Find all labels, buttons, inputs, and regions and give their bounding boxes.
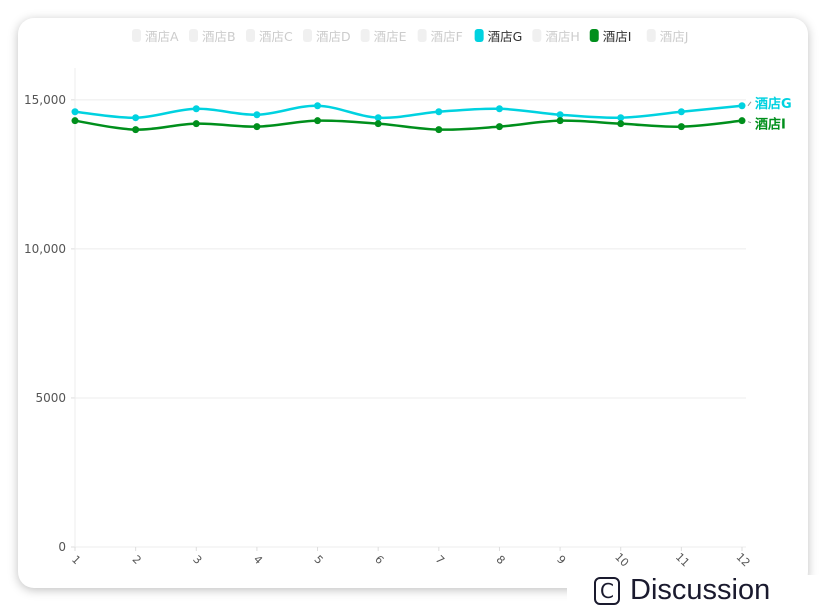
legend-label: 酒店B — [202, 29, 236, 44]
legend-item[interactable]: 酒店J — [646, 29, 689, 44]
discussion-icon: C — [594, 576, 620, 605]
legend-item[interactable]: 酒店B — [189, 29, 236, 44]
x-tick-label: 5 — [312, 553, 326, 567]
legend-swatch — [417, 29, 427, 42]
data-point — [71, 108, 79, 116]
data-point — [132, 126, 140, 134]
legend-label: 酒店G — [488, 29, 523, 44]
legend-swatch — [474, 29, 484, 42]
data-point — [738, 102, 746, 110]
legend-label: 酒店A — [145, 29, 179, 44]
y-tick-label: 10,000 — [24, 242, 66, 256]
legend-swatch — [303, 29, 312, 42]
legend-swatch — [360, 29, 370, 42]
data-point — [253, 111, 261, 119]
legend-label: 酒店C — [259, 29, 293, 44]
legend-swatch — [532, 29, 542, 42]
legend-item[interactable]: 酒店F — [417, 29, 463, 44]
data-point — [71, 117, 79, 125]
label-leader — [747, 101, 752, 107]
data-point — [617, 120, 625, 128]
data-point — [192, 120, 200, 128]
legend-swatch — [589, 29, 599, 42]
data-point — [253, 123, 261, 131]
y-tick-label: 0 — [58, 540, 66, 554]
data-point — [495, 123, 503, 131]
x-tick-label: 12 — [734, 550, 753, 569]
series-line — [74, 119, 743, 131]
discussion-label: Discussion — [630, 574, 771, 606]
x-tick-label: 11 — [673, 550, 692, 569]
series-end-label: 酒店I — [755, 117, 786, 133]
legend-item[interactable]: 酒店D — [303, 29, 351, 44]
legend-item[interactable]: 酒店H — [532, 29, 580, 44]
series-end-label: 酒店G — [755, 96, 792, 112]
x-tick-label: 10 — [612, 550, 631, 569]
x-tick-label: 9 — [554, 553, 568, 567]
data-point — [314, 117, 322, 125]
legend-swatch — [246, 29, 255, 42]
legend-label: 酒店J — [660, 29, 689, 44]
data-point — [435, 126, 443, 134]
x-tick-label: 6 — [372, 553, 386, 567]
series-line — [74, 104, 743, 120]
data-point — [314, 102, 322, 110]
data-point — [556, 111, 564, 119]
data-point — [617, 114, 625, 122]
x-tick-label: 8 — [493, 553, 507, 567]
legend-label: 酒店H — [545, 29, 579, 44]
legend-item[interactable]: 酒店E — [360, 29, 407, 44]
legend-swatch — [189, 29, 198, 42]
legend-label: 酒店D — [316, 29, 351, 44]
x-tick-label: 7 — [433, 553, 447, 567]
data-point — [374, 120, 382, 128]
legend-swatch — [132, 29, 141, 42]
data-point — [677, 123, 685, 131]
discussion-button[interactable]: C Discussion — [567, 575, 826, 606]
data-point — [192, 105, 200, 113]
data-point — [374, 114, 382, 122]
data-point — [495, 105, 503, 113]
legend-item[interactable]: 酒店G — [474, 29, 523, 44]
legend-item[interactable]: 酒店A — [132, 29, 179, 44]
x-tick-label: 1 — [69, 553, 83, 567]
data-point — [677, 108, 685, 116]
legend-label: 酒店E — [374, 29, 407, 44]
data-point — [435, 108, 443, 116]
data-point — [132, 114, 140, 122]
x-tick-label: 4 — [251, 553, 265, 567]
label-leader — [747, 121, 752, 124]
y-tick-label: 15,000 — [24, 93, 66, 107]
data-point — [738, 117, 746, 125]
legend-swatch — [646, 29, 656, 42]
legend-item[interactable]: 酒店C — [246, 29, 293, 44]
legend-item[interactable]: 酒店I — [589, 29, 632, 44]
legend-label: 酒店F — [431, 29, 463, 44]
legend-label: 酒店I — [603, 29, 632, 44]
x-tick-label: 3 — [190, 553, 204, 567]
y-tick-label: 5000 — [35, 391, 66, 405]
data-point — [556, 117, 564, 125]
x-tick-label: 2 — [130, 553, 144, 567]
